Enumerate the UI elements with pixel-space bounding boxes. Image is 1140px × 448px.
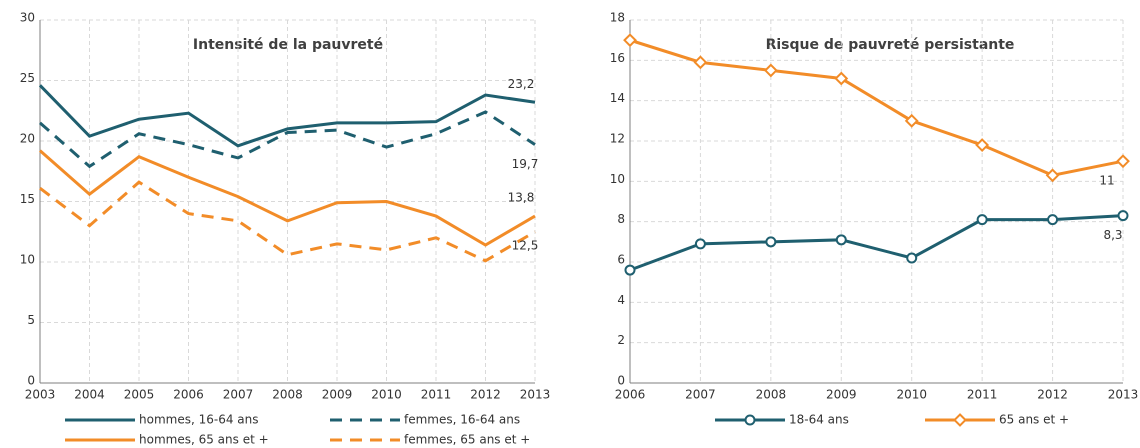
y-tick-label: 2 xyxy=(617,333,625,347)
data-label: 13,8 xyxy=(508,191,535,205)
legend-label: femmes, 16-64 ans xyxy=(404,413,520,427)
y-tick-label: 10 xyxy=(610,172,625,186)
marker xyxy=(693,55,708,70)
legend-marker xyxy=(744,414,756,426)
data-label: 8,3 xyxy=(1103,228,1122,242)
x-tick-label: 2013 xyxy=(520,388,551,402)
x-tick-label: 2010 xyxy=(896,388,927,402)
y-tick-label: 6 xyxy=(617,253,625,267)
line xyxy=(38,84,536,148)
line xyxy=(629,38,1124,177)
legend-label: hommes, 16-64 ans xyxy=(139,413,258,427)
data-label: 12,5 xyxy=(512,238,539,252)
marker xyxy=(763,63,778,78)
legend-label: hommes, 65 ans et + xyxy=(139,433,269,447)
y-tick-label: 12 xyxy=(610,132,625,146)
y-tick-label: 25 xyxy=(20,71,35,85)
y-tick-label: 0 xyxy=(27,374,35,388)
marker xyxy=(694,238,706,250)
chart-title: Risque de pauvreté persistante xyxy=(766,37,1015,53)
legend-label: 18-64 ans xyxy=(789,413,849,427)
x-tick-label: 2007 xyxy=(685,388,716,402)
data-label: 23,2 xyxy=(508,77,535,91)
x-tick-label: 2011 xyxy=(967,388,998,402)
x-tick-label: 2008 xyxy=(756,388,787,402)
x-tick-label: 2006 xyxy=(173,388,204,402)
y-tick-label: 18 xyxy=(610,11,625,25)
x-tick-label: 2010 xyxy=(371,388,402,402)
y-tick-label: 8 xyxy=(617,212,625,226)
x-tick-label: 2005 xyxy=(124,388,155,402)
y-tick-label: 15 xyxy=(20,192,35,206)
x-tick-label: 2003 xyxy=(25,388,56,402)
y-tick-label: 16 xyxy=(610,51,625,65)
marker xyxy=(835,234,847,246)
x-tick-label: 2008 xyxy=(272,388,303,402)
x-tick-label: 2004 xyxy=(74,388,105,402)
y-tick-label: 20 xyxy=(20,132,35,146)
marker xyxy=(976,214,988,226)
line xyxy=(39,180,536,263)
marker xyxy=(623,33,637,48)
x-tick-label: 2007 xyxy=(223,388,254,402)
marker xyxy=(904,113,919,128)
y-tick-label: 30 xyxy=(20,11,35,25)
x-tick-label: 2009 xyxy=(826,388,857,402)
data-label: 19,7 xyxy=(512,157,539,171)
marker xyxy=(906,252,918,264)
y-tick-label: 4 xyxy=(617,293,625,307)
x-tick-label: 2009 xyxy=(322,388,353,402)
marker xyxy=(1116,154,1130,169)
y-tick-label: 10 xyxy=(20,253,35,267)
marker xyxy=(624,264,636,276)
legend-label: femmes, 65 ans et + xyxy=(404,433,530,447)
marker xyxy=(1047,214,1059,226)
x-tick-label: 2012 xyxy=(1037,388,1068,402)
line xyxy=(39,110,536,169)
y-tick-label: 0 xyxy=(617,374,625,388)
line xyxy=(39,149,536,247)
x-tick-label: 2006 xyxy=(615,388,646,402)
line xyxy=(629,214,1124,272)
x-tick-label: 2011 xyxy=(421,388,452,402)
y-tick-label: 14 xyxy=(610,91,625,105)
marker xyxy=(834,71,849,86)
x-tick-label: 2012 xyxy=(470,388,501,402)
marker xyxy=(975,138,990,152)
marker xyxy=(1117,210,1129,222)
legend-label: 65 ans et + xyxy=(999,413,1069,427)
legend-marker xyxy=(953,413,967,427)
marker xyxy=(765,236,777,248)
marker xyxy=(1045,168,1060,183)
data-label: 11 xyxy=(1099,174,1114,188)
x-tick-label: 2013 xyxy=(1108,388,1139,402)
y-tick-label: 5 xyxy=(27,313,35,327)
